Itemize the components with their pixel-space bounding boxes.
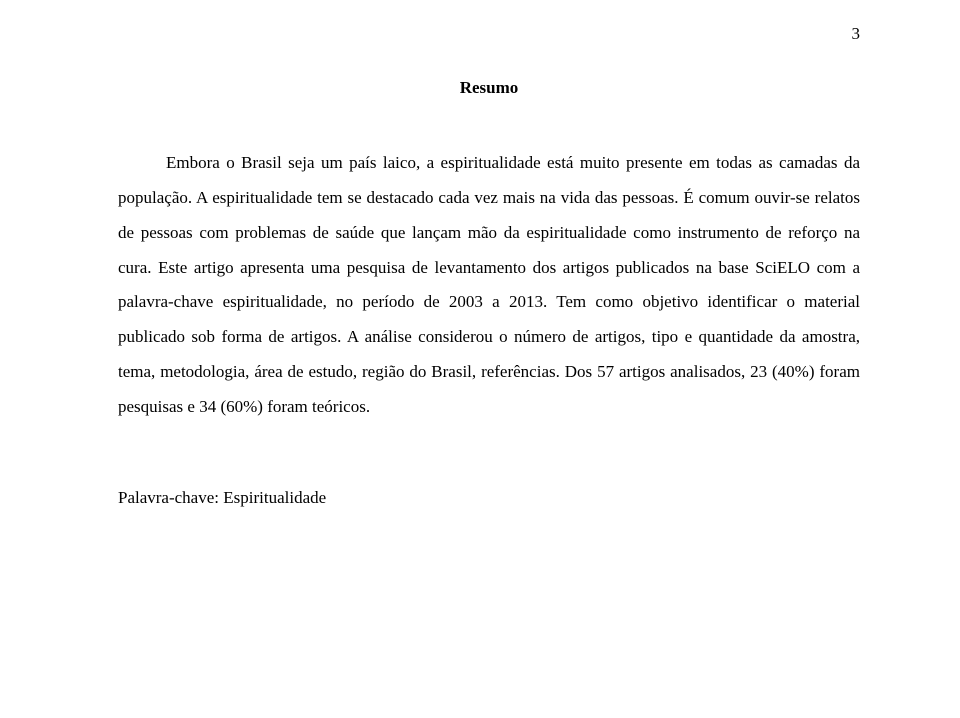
keyword-line: Palavra-chave: Espiritualidade <box>118 481 860 516</box>
abstract-heading: Resumo <box>118 78 860 98</box>
page-number: 3 <box>852 24 861 44</box>
page-content: Resumo Embora o Brasil seja um país laic… <box>0 0 960 516</box>
abstract-body: Embora o Brasil seja um país laico, a es… <box>118 146 860 425</box>
